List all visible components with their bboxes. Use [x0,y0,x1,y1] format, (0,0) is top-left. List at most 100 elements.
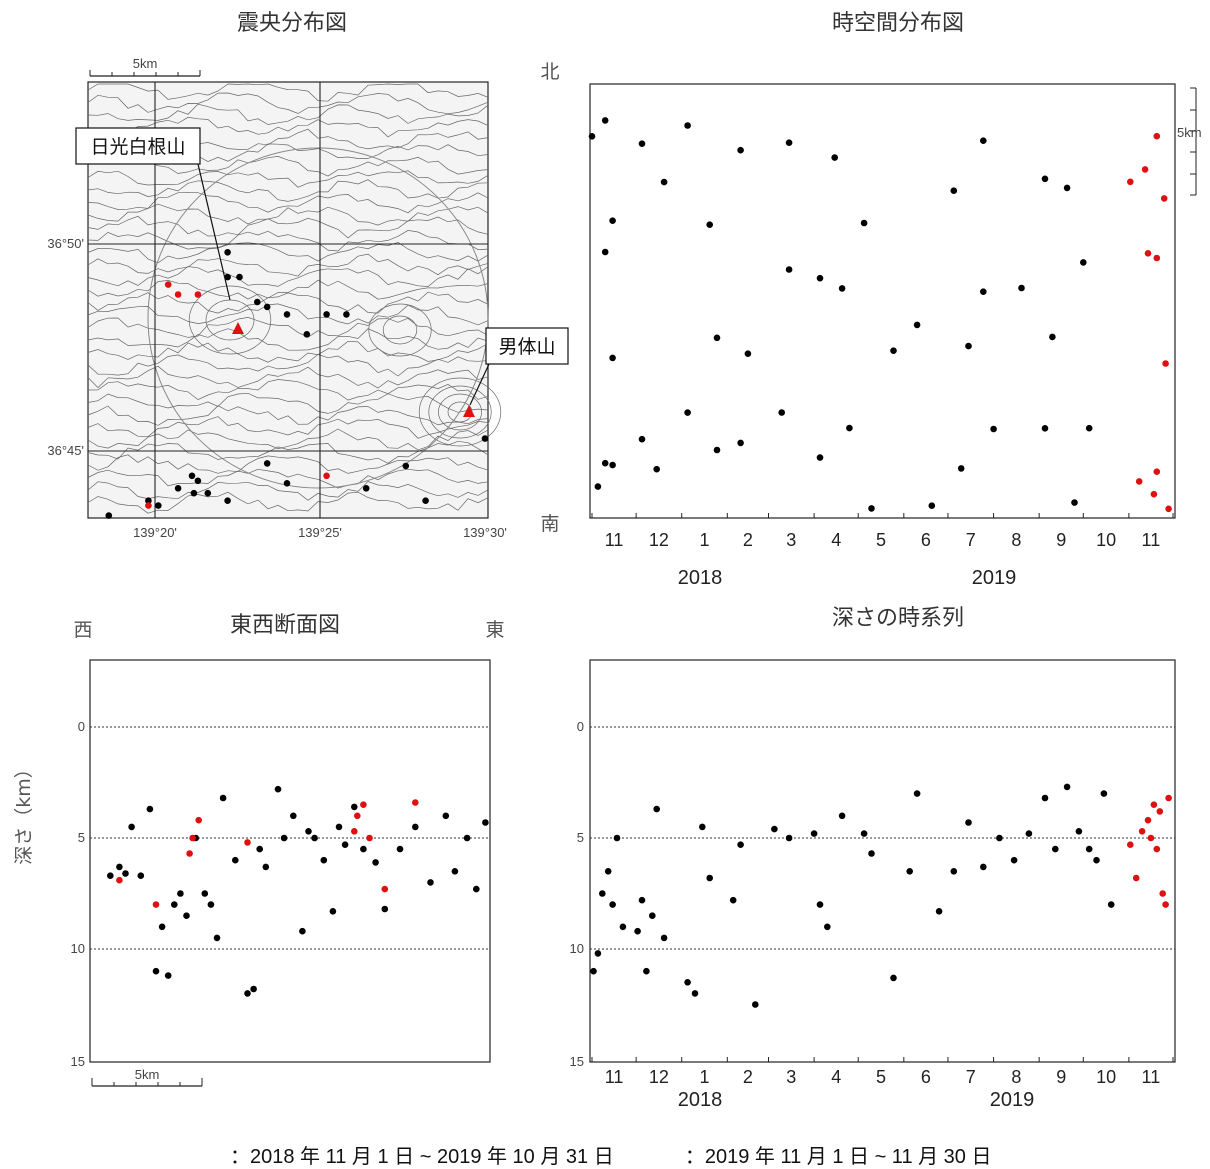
depth-month-label: 4 [831,1067,841,1087]
spacetime-dot-2018 [713,334,721,342]
ew-dot-2018 [451,868,459,875]
spacetime-month-ticks: 11 12 1 2 3 4 5 6 7 8 9 10 11 [591,513,1174,550]
epicenter-dot-2018 [253,298,261,306]
south-label: 南 [540,513,559,535]
depth-dot-2018 [950,868,958,875]
epicenter-dot-2018 [323,311,330,318]
depth-dot-2018 [1100,790,1108,797]
spacetime-dot-2018 [846,424,853,432]
spacetime-dot-2018 [609,354,616,362]
ew-dot-2018 [152,967,160,975]
spacetime-dot-2018 [838,285,846,292]
depth-dot-2018 [594,950,602,957]
depth-dot-2018 [619,923,627,931]
ew-dot-2018 [256,845,264,853]
spacetime-title: 時空間分布図 [832,11,964,36]
depth-dot-2018 [1063,783,1071,791]
epicenter-title: 震央分布図 [237,11,347,36]
spacetime-dot-2018 [660,178,668,186]
spacetime-dot-2018 [609,217,616,224]
spacetime-month-label: 9 [1056,530,1066,550]
nantaisan-label: 男体山 [498,336,555,358]
ew-dot-2018 [171,901,178,908]
spacetime-dot-2018 [1041,175,1049,183]
spacetime-month-label: 3 [786,530,796,550]
depth-dot-nov2019 [1159,890,1166,897]
spacetime-month-label: 5 [876,530,886,550]
spacetime-dot-2018 [713,446,721,454]
depth-dot-2018 [649,912,656,919]
epicenter-map: 日光白根山 男体山 36°50' 36°45' 139°20' 139°25' … [47,56,569,540]
ew-dot-2018 [177,890,184,897]
spacetime-dot-2018 [778,409,785,416]
depth-month-label: 11 [605,1067,624,1087]
depth-month-label: 9 [1056,1067,1066,1087]
depth-dot-nov2019 [1162,901,1169,908]
ew-dot-2018 [107,872,114,879]
ew-dot-2018 [412,823,419,831]
spacetime-dot-nov2019 [1150,490,1158,498]
depth-dot-nov2019 [1153,845,1161,853]
depth-month-label: 8 [1011,1067,1021,1087]
depth-frame [589,659,1176,1063]
depth-dot-2018 [1075,828,1083,835]
depth-ts-plot: 0 5 10 15 11 12 1 2 3 4 5 6 7 8 9 10 11 2018 2019 [570,659,1176,1111]
spacetime-year-2019: 2019 [972,567,1017,589]
legend-red-period: ：2019 年 11 月 1 日 ~ 11 月 30 日 [684,1146,992,1168]
depth-dot-2018 [980,863,987,871]
ew-dot-2018 [320,856,328,864]
ew-dot-2018 [329,908,337,915]
ew-ytick-5: 5 [78,830,85,845]
spacetime-dot-2018 [684,409,691,416]
ew-dot-2018 [360,845,367,853]
ew-dot-2018 [128,823,135,831]
depth-dot-2018 [906,868,913,875]
depth-month-label: 11 [1142,1067,1161,1087]
depth-year-2019: 2019 [990,1089,1035,1111]
spacetime-dot-2018 [601,248,609,256]
ew-dot-nov2019 [360,801,367,808]
depth-dot-2018 [729,896,737,904]
depth-dot-2018 [816,901,824,908]
epicenter-dot-2018 [362,485,370,492]
depth-month-label: 1 [699,1067,709,1087]
depth-dot-2018 [935,908,943,915]
depth-dot-2018 [706,874,713,882]
legend-black-period: ：2018 年 11 月 1 日 ~ 2019 年 10 月 31 日 [230,1146,614,1168]
ew-dot-2018 [305,828,312,835]
epicenter-dot-2018 [343,311,350,318]
range-circle [147,147,489,489]
ew-ytick-0: 0 [78,719,85,734]
epicenter-dot-2018 [194,477,202,485]
depth-month-label: 3 [786,1067,796,1087]
ew-dot-2018 [219,794,227,802]
depth-dot-2018 [604,868,612,875]
depth-month-label: 7 [966,1067,976,1087]
spacetime-dot-2018 [1085,424,1093,432]
ew-dot-2018 [158,923,166,931]
depth-ytick-5: 5 [577,830,584,845]
spacetime-dot-2018 [737,146,744,154]
epicenter-dot-nov2019 [323,472,330,480]
ew-dot-2018 [250,985,257,993]
spacetime-dot-2018 [601,459,609,467]
spacetime-dot-nov2019 [1127,178,1134,186]
spacetime-dot-2018 [816,274,824,282]
ew-dot-nov2019 [244,839,251,846]
shiranesan-callout [75,127,201,165]
epicenter-dot-2018 [263,303,271,311]
epicenter-dot-2018 [204,489,212,497]
map-scale-bar: 5km [89,56,201,77]
spacetime-dot-2018 [706,221,713,228]
depth-dot-2018 [1010,856,1018,864]
spacetime-dot-2018 [601,117,609,124]
depth-dot-2018 [599,890,606,897]
epicenter-dot-2018 [174,485,182,492]
map-scale-label: 5km [133,56,158,71]
ew-dot-2018 [427,879,434,886]
spacetime-frame [589,83,1176,519]
epicenter-dot-2018 [224,497,231,505]
spacetime-dot-2018 [1063,184,1071,192]
depth-dot-nov2019 [1156,808,1164,815]
spacetime-plot: 北 南 5km 11 12 1 2 3 4 5 6 7 8 9 10 11 2018 2019 [540,61,1201,589]
